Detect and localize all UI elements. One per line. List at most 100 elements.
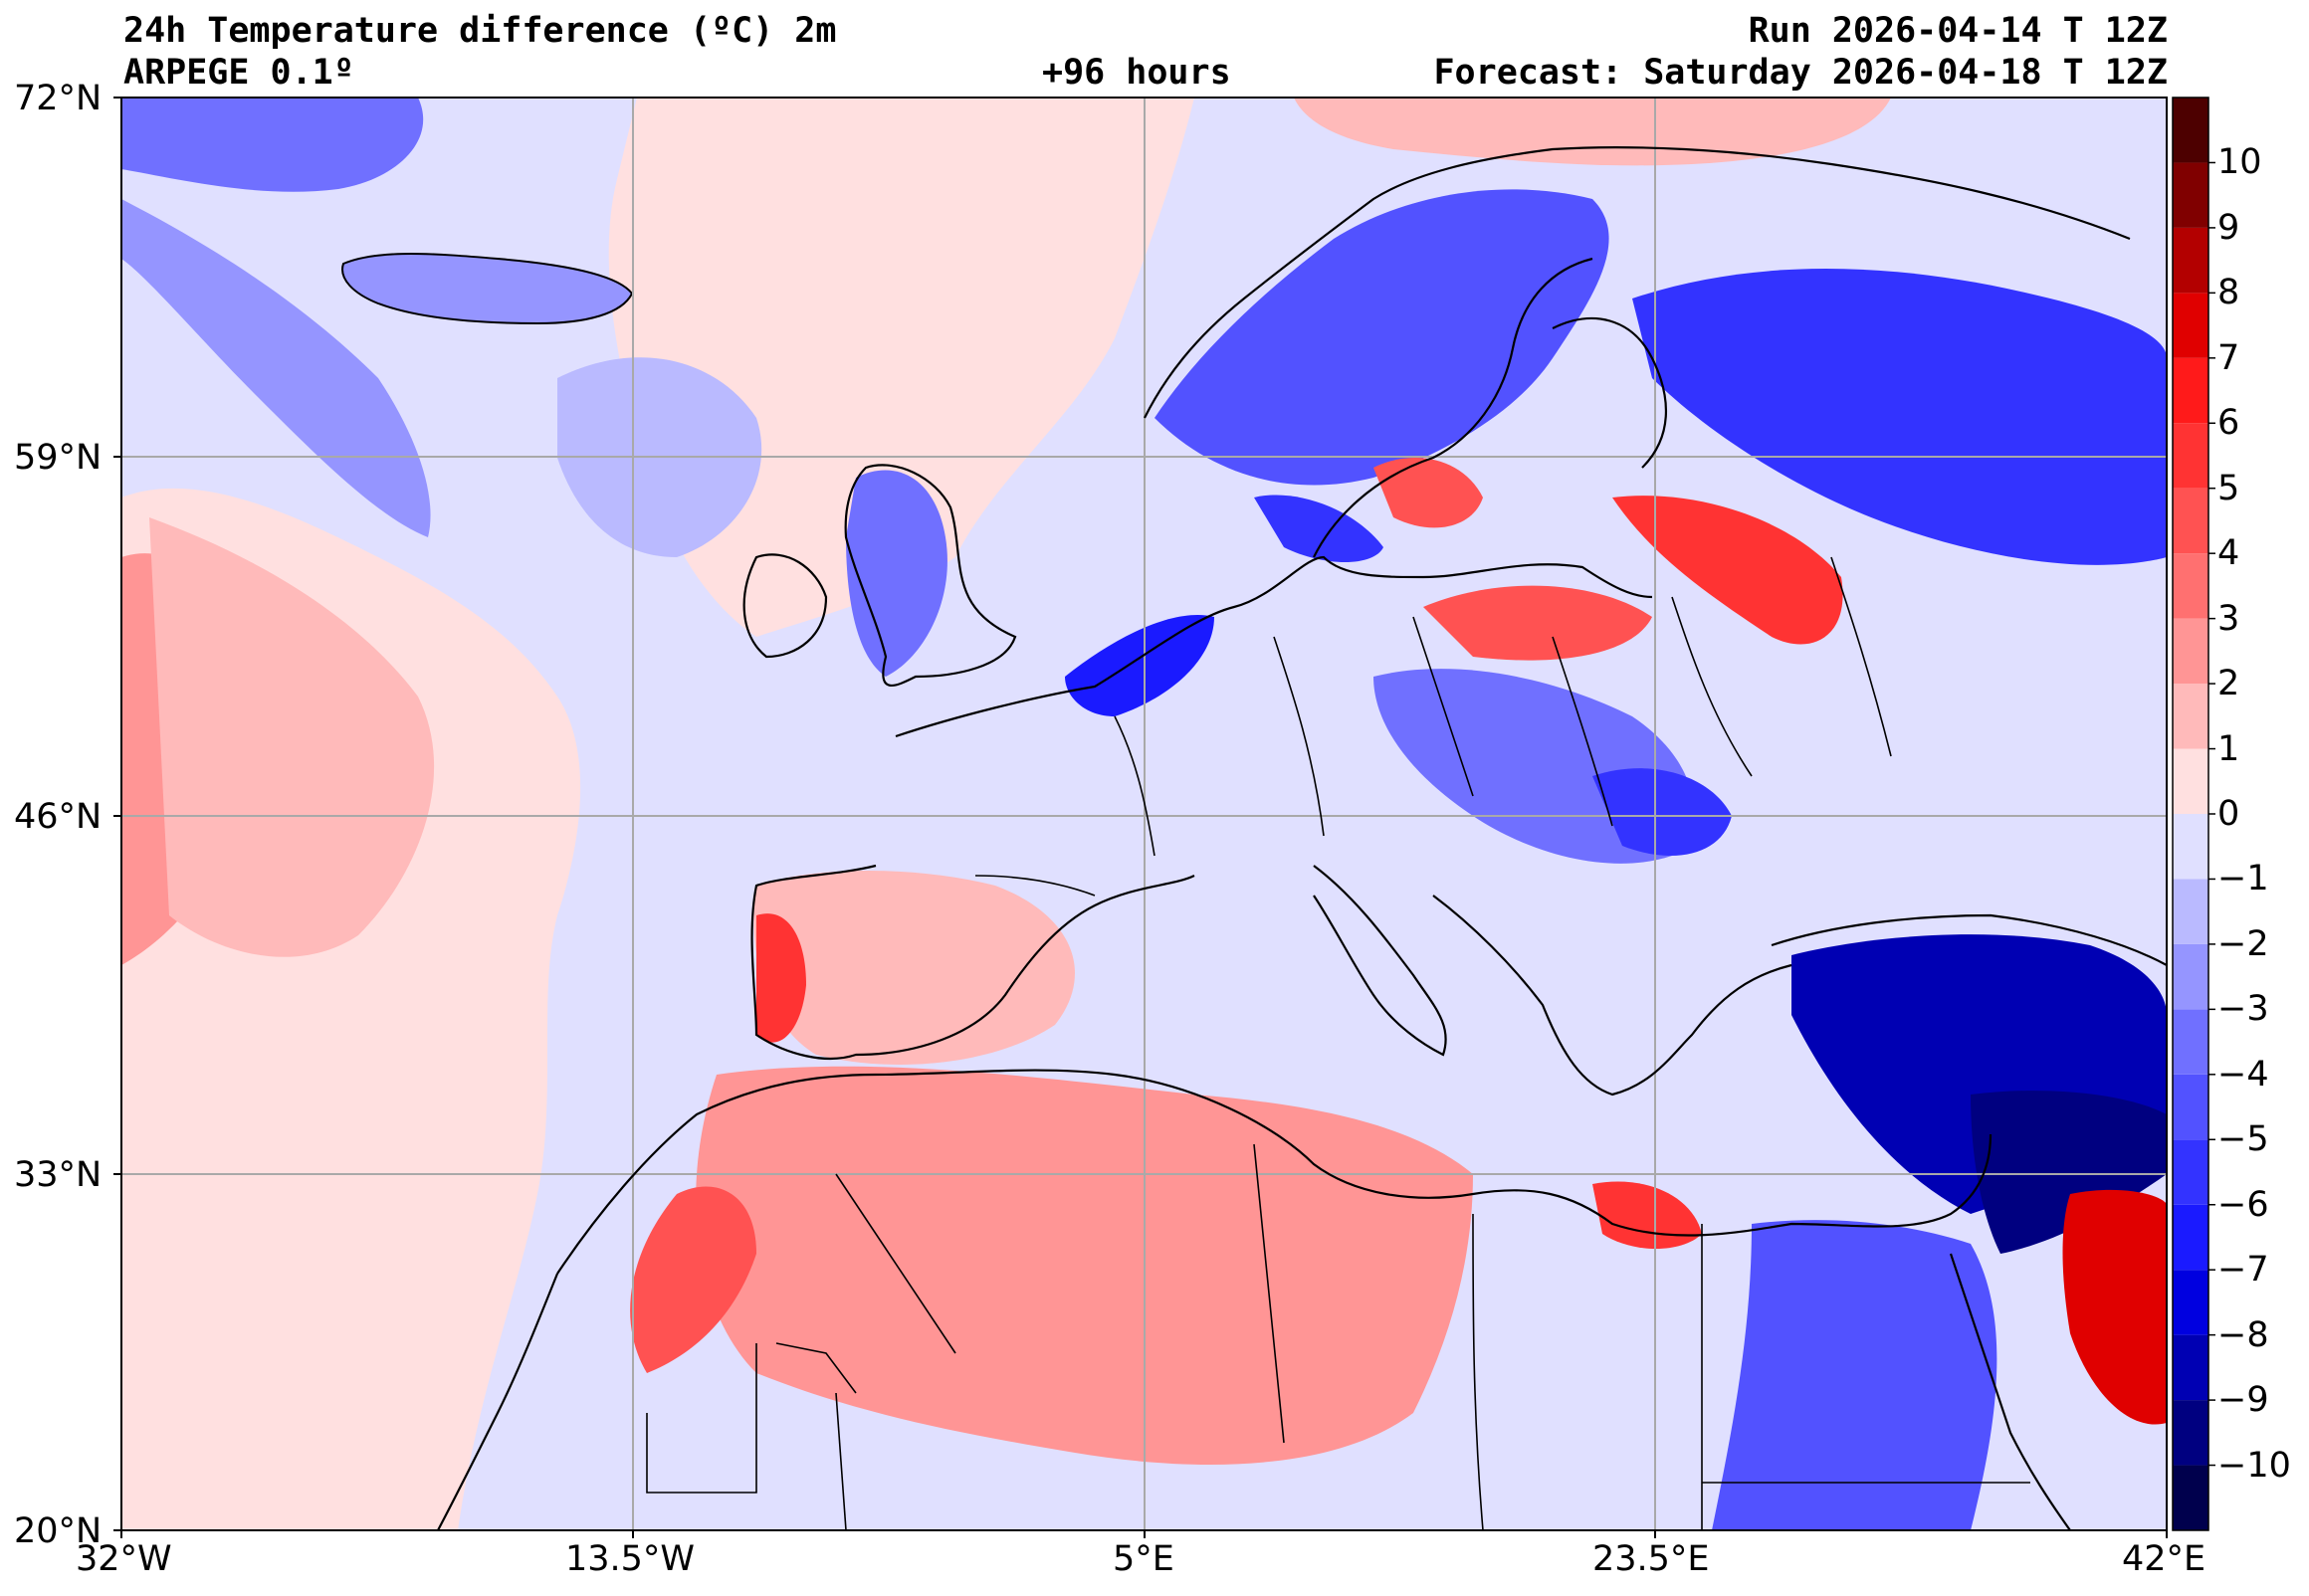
colorbar-segment <box>2173 943 2208 1010</box>
model-name: ARPEGE 0.1º <box>123 53 354 93</box>
colorbar-tick-label: 4 <box>2217 533 2240 574</box>
colorbar-tick-label: 9 <box>2217 207 2240 248</box>
colorbar-segment <box>2173 1204 2208 1271</box>
colorbar-segment <box>2173 227 2208 294</box>
colorbar-tick-label: 2 <box>2217 664 2240 704</box>
colorbar-segment <box>2173 879 2208 944</box>
colorbar-tick-label: 3 <box>2217 598 2240 639</box>
colorbar-segment <box>2173 814 2208 880</box>
coastlines <box>437 146 2167 1530</box>
graticule <box>121 98 2167 1530</box>
uk-coast <box>844 464 1017 687</box>
atlantic-warm-area-north <box>608 98 1194 637</box>
colorbar-tick-label: −2 <box>2217 923 2269 964</box>
colorbar <box>2173 98 2208 1530</box>
colorbar-segment <box>2173 488 2208 554</box>
colorbar-tick-marks <box>2208 161 2215 1467</box>
atlantic-africa-coast <box>437 1273 559 1530</box>
europe-coast <box>895 555 1653 738</box>
colorbar-tick-label: −1 <box>2217 859 2269 899</box>
colorbar-segment <box>2173 1270 2208 1335</box>
greenland-cold <box>121 98 424 192</box>
lat-label-72n: 72°N <box>14 79 103 118</box>
colorbar-tick-label: −6 <box>2217 1184 2269 1225</box>
libya-warm <box>1592 1181 1702 1249</box>
colorbar-segment <box>2173 618 2208 685</box>
colorbar-segment <box>2173 1334 2208 1401</box>
colorbar-tick-label: 8 <box>2217 273 2240 313</box>
turkey-coast <box>1771 913 2167 966</box>
lon-label-32w: 32°W <box>76 1539 172 1579</box>
sweden-coast <box>1313 257 1593 558</box>
africa-coast <box>556 1069 1993 1275</box>
run-time: Run 2026-04-14 T 12Z <box>1748 11 2168 51</box>
colorbar-segment <box>2173 98 2208 163</box>
belarus-warm <box>1612 496 1843 645</box>
lat-label-20n: 20°N <box>14 1511 103 1551</box>
colorbar-segment <box>2173 357 2208 424</box>
iberia-coast <box>750 864 1195 1061</box>
colorbar-segment <box>2173 748 2208 814</box>
lon-label-42e: 42°E <box>2122 1539 2206 1579</box>
colorbar-segment <box>2173 553 2208 619</box>
benelux-cold <box>1065 615 1214 716</box>
colorbar-segment <box>2173 1400 2208 1466</box>
lead-time: +96 hours <box>1042 53 1231 93</box>
colorbar-segment <box>2173 1139 2208 1205</box>
colorbar-tick-label: −4 <box>2217 1054 2269 1095</box>
colorbar-tick-label: −10 <box>2217 1445 2291 1486</box>
axis-ticks <box>113 97 2168 1538</box>
colorbar-segment <box>2173 1009 2208 1075</box>
colorbar-tick-label: −8 <box>2217 1314 2269 1355</box>
iberia-warm <box>753 871 1075 1065</box>
colorbar-segment <box>2173 162 2208 228</box>
temperature-field <box>121 98 2167 1530</box>
ireland-coast <box>742 553 828 659</box>
colorbar-tick-label: 10 <box>2217 142 2262 183</box>
north-africa-warm <box>696 1066 1473 1465</box>
colorbar-tick-label: −9 <box>2217 1380 2269 1421</box>
northern-warm-strip <box>1294 98 1891 166</box>
morocco-warm <box>630 1186 756 1373</box>
colorbar-segment <box>2173 293 2208 358</box>
forecast-time: Forecast: Saturday 2026-04-18 T 12Z <box>1433 53 2168 93</box>
colorbar-segment <box>2173 423 2208 489</box>
colorbar-tick-label: −7 <box>2217 1250 2269 1291</box>
finland-coast <box>1552 316 1667 469</box>
baltic-warm <box>1373 458 1483 528</box>
balkan-coast <box>1432 895 1792 1097</box>
uk-cold <box>846 470 947 677</box>
egypt-cold <box>1712 1220 1997 1530</box>
lon-label-5e: 5°E <box>1113 1539 1174 1579</box>
colorbar-tick-label: 7 <box>2217 337 2240 378</box>
portugal-warm <box>756 913 806 1043</box>
colorbar-tick-label: −5 <box>2217 1119 2269 1160</box>
denmark-cold <box>1254 495 1383 562</box>
country-borders <box>646 556 2030 1530</box>
atlantic-warm-patch-2 <box>149 517 435 957</box>
norway-coast <box>1144 146 2131 419</box>
scandinavia-cold <box>1154 189 1609 486</box>
poland-warm <box>1423 585 1652 661</box>
colorbar-tick-label: 5 <box>2217 468 2240 508</box>
lon-label-13-5w: 13.5°W <box>565 1539 696 1579</box>
finland-russia-cold <box>1632 269 2167 565</box>
map-title: 24h Temperature difference (ºC) 2m <box>123 11 837 51</box>
lat-label-59n: 59°N <box>14 438 103 478</box>
red-sea-coast <box>1949 1253 2071 1530</box>
lat-label-46n: 46°N <box>14 797 103 837</box>
colorbar-tick-label: 1 <box>2217 728 2240 769</box>
balkans-cold <box>1592 768 1732 856</box>
arabia-warm <box>2062 1189 2167 1425</box>
lon-label-23-5e: 23.5°E <box>1592 1539 1710 1579</box>
atlantic-cold-band <box>121 199 431 537</box>
colorbar-tick-label: −3 <box>2217 989 2269 1030</box>
colorbar-segment <box>2173 684 2208 749</box>
colorbar-segment <box>2173 1465 2208 1530</box>
iceland <box>341 253 634 325</box>
levant-cold <box>1971 1091 2167 1254</box>
colorbar-segment <box>2173 1074 2208 1140</box>
italy-coast <box>1313 865 1447 1057</box>
lat-label-33n: 33°N <box>14 1155 103 1195</box>
